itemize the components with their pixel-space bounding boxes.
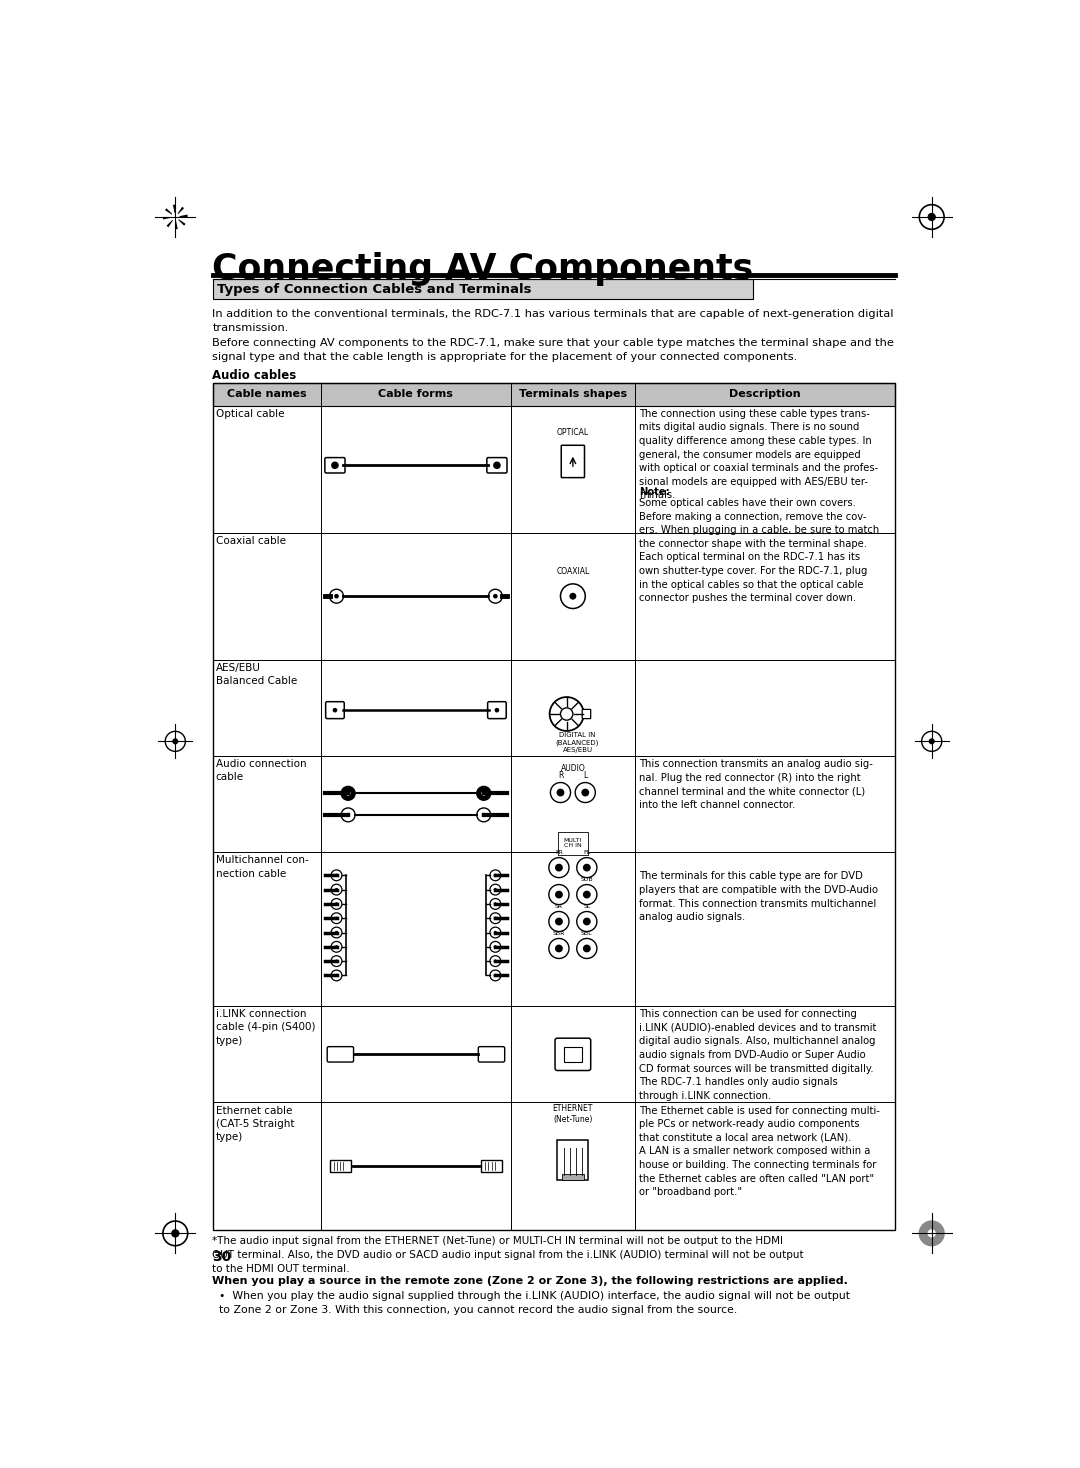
Circle shape	[335, 960, 338, 963]
Bar	[564, 1047, 582, 1061]
Text: COAXIAL: COAXIAL	[556, 567, 590, 575]
FancyBboxPatch shape	[478, 1047, 504, 1061]
FancyBboxPatch shape	[582, 709, 591, 719]
Circle shape	[482, 791, 486, 796]
Circle shape	[556, 945, 563, 951]
Bar	[213, 383, 894, 405]
Circle shape	[582, 790, 589, 796]
Text: In addition to the conventional terminals, the RDC-7.1 has various terminals tha: In addition to the conventional terminal…	[213, 308, 894, 333]
Circle shape	[332, 970, 342, 981]
Wedge shape	[175, 214, 188, 217]
Circle shape	[172, 213, 179, 220]
Text: AES/EBU
Balanced Cable: AES/EBU Balanced Cable	[216, 662, 297, 686]
Wedge shape	[165, 208, 175, 217]
Wedge shape	[163, 217, 175, 219]
Text: Audio cables: Audio cables	[213, 368, 297, 382]
Bar	[329, 1160, 351, 1171]
Text: i.LINK connection
cable (4-pin (S400)
type): i.LINK connection cable (4-pin (S400) ty…	[216, 1010, 315, 1045]
Circle shape	[335, 931, 338, 934]
Bar	[557, 1139, 589, 1180]
FancyBboxPatch shape	[326, 702, 345, 719]
Circle shape	[494, 873, 497, 876]
Wedge shape	[175, 207, 184, 217]
Text: Audio connection
cable: Audio connection cable	[216, 759, 307, 782]
Circle shape	[332, 898, 342, 909]
Text: Optical cable: Optical cable	[216, 408, 284, 418]
Text: Multichannel con-
nection cable: Multichannel con- nection cable	[216, 856, 309, 878]
Text: Coaxial cable: Coaxial cable	[216, 536, 285, 546]
Circle shape	[930, 738, 934, 744]
Circle shape	[494, 973, 497, 978]
Circle shape	[332, 462, 338, 468]
Circle shape	[490, 956, 501, 966]
Circle shape	[494, 903, 497, 906]
Circle shape	[476, 787, 490, 800]
Text: DIGITAL IN
(BALANCED)
AES/EBU: DIGITAL IN (BALANCED) AES/EBU	[556, 733, 599, 753]
Wedge shape	[164, 217, 175, 223]
Circle shape	[583, 891, 590, 898]
Circle shape	[346, 791, 350, 796]
Text: Connecting AV Components: Connecting AV Components	[213, 251, 754, 286]
Text: Ethernet cable
(CAT-5 Straight
type): Ethernet cable (CAT-5 Straight type)	[216, 1105, 294, 1142]
Circle shape	[494, 916, 497, 920]
Text: ETHERNET
(Net-Tune): ETHERNET (Net-Tune)	[553, 1104, 593, 1123]
FancyBboxPatch shape	[213, 279, 754, 299]
Circle shape	[482, 813, 486, 818]
Circle shape	[561, 708, 572, 721]
Circle shape	[335, 973, 338, 978]
Wedge shape	[173, 204, 175, 217]
Circle shape	[333, 708, 337, 712]
Circle shape	[583, 865, 590, 871]
Circle shape	[494, 960, 497, 963]
Circle shape	[928, 1230, 935, 1238]
Circle shape	[494, 888, 497, 891]
Text: 30: 30	[213, 1251, 232, 1264]
Circle shape	[335, 873, 338, 876]
Text: Before connecting AV components to the RDC-7.1, make sure that your cable type m: Before connecting AV components to the R…	[213, 338, 894, 363]
Text: MULTI
CH IN: MULTI CH IN	[564, 838, 582, 849]
FancyBboxPatch shape	[325, 458, 345, 473]
Text: Note:: Note:	[638, 487, 670, 496]
Wedge shape	[171, 217, 175, 229]
Circle shape	[494, 931, 497, 934]
Circle shape	[490, 871, 501, 881]
Text: This connection transmits an analog audio sig-
nal. Plug the red connector (R) i: This connection transmits an analog audi…	[638, 759, 873, 810]
Text: The connection using these cable types trans-
mits digital audio signals. There : The connection using these cable types t…	[638, 408, 878, 501]
Circle shape	[341, 807, 355, 822]
Circle shape	[335, 916, 338, 920]
Wedge shape	[175, 217, 183, 229]
Bar	[213, 383, 894, 1230]
Circle shape	[495, 708, 499, 712]
Circle shape	[494, 462, 500, 468]
Circle shape	[490, 941, 501, 953]
Wedge shape	[175, 206, 180, 217]
Text: OPTICAL: OPTICAL	[557, 427, 589, 437]
Circle shape	[490, 898, 501, 909]
Wedge shape	[175, 210, 187, 217]
Wedge shape	[175, 217, 178, 229]
Circle shape	[583, 945, 590, 951]
Text: When you play a source in the remote zone (Zone 2 or Zone 3), the following rest: When you play a source in the remote zon…	[213, 1276, 849, 1286]
Text: Terminals shapes: Terminals shapes	[518, 389, 626, 399]
Text: This connection can be used for connecting
i.LINK (AUDIO)-enabled devices and to: This connection can be used for connecti…	[638, 1010, 876, 1101]
Circle shape	[556, 865, 563, 871]
Circle shape	[335, 903, 338, 906]
FancyBboxPatch shape	[327, 1047, 353, 1061]
Circle shape	[556, 919, 563, 925]
Circle shape	[341, 787, 355, 800]
Circle shape	[928, 213, 935, 220]
Text: Cable names: Cable names	[227, 389, 307, 399]
Wedge shape	[163, 213, 175, 217]
Text: •  When you play the audio signal supplied through the i.LINK (AUDIO) interface,: • When you play the audio signal supplie…	[218, 1292, 850, 1315]
Circle shape	[334, 595, 339, 599]
Circle shape	[490, 928, 501, 938]
Wedge shape	[166, 217, 175, 228]
Text: Some optical cables have their own covers.
Before making a connection, remove th: Some optical cables have their own cover…	[638, 498, 879, 603]
FancyBboxPatch shape	[487, 458, 507, 473]
Circle shape	[569, 593, 577, 599]
Circle shape	[329, 589, 343, 603]
Circle shape	[490, 970, 501, 981]
Circle shape	[476, 807, 490, 822]
Circle shape	[490, 884, 501, 895]
Text: SBL: SBL	[581, 931, 593, 937]
